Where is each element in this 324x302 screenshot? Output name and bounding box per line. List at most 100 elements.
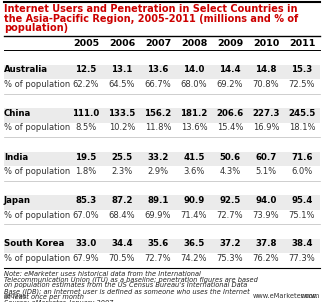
Text: 33.2: 33.2 — [147, 153, 169, 162]
Text: on population estimates from the US Census Bureau's International Data: on population estimates from the US Cens… — [4, 282, 247, 288]
Text: 2.9%: 2.9% — [147, 167, 168, 176]
Text: 2005: 2005 — [73, 40, 99, 49]
Text: 12.5: 12.5 — [75, 66, 97, 75]
Text: 156.2: 156.2 — [145, 109, 172, 118]
Text: 38.4: 38.4 — [291, 239, 313, 249]
Text: 2.3%: 2.3% — [111, 167, 133, 176]
Bar — [4, 239, 320, 253]
Bar — [4, 65, 320, 79]
Text: 72.7%: 72.7% — [145, 254, 171, 263]
Text: Telecommunication Union (ITU) as a baseline; penetration figures are based: Telecommunication Union (ITU) as a basel… — [4, 276, 258, 283]
Text: 66.7%: 66.7% — [145, 80, 171, 89]
Text: % of population: % of population — [4, 124, 70, 133]
Text: 75.3%: 75.3% — [217, 254, 243, 263]
Text: 60.7: 60.7 — [255, 153, 277, 162]
Text: 111.0: 111.0 — [72, 109, 99, 118]
Text: 4.3%: 4.3% — [219, 167, 241, 176]
Text: 94.0: 94.0 — [255, 196, 277, 205]
Text: 74.2%: 74.2% — [181, 254, 207, 263]
Text: Internet Users and Penetration in Select Countries in: Internet Users and Penetration in Select… — [4, 4, 297, 14]
Text: 15.3: 15.3 — [291, 66, 313, 75]
Text: 2006: 2006 — [109, 40, 135, 49]
Text: 72.7%: 72.7% — [217, 210, 243, 220]
Bar — [4, 108, 320, 123]
Bar — [4, 152, 320, 166]
Text: Base (IDB); an Internet user is defined as someone who uses the Internet: Base (IDB); an Internet user is defined … — [4, 288, 250, 294]
Text: 2007: 2007 — [145, 40, 171, 49]
Text: 11.8%: 11.8% — [145, 124, 171, 133]
Text: population): population) — [4, 23, 68, 33]
Text: 206.6: 206.6 — [216, 109, 244, 118]
Text: 2010: 2010 — [253, 40, 279, 49]
Text: the Asia-Pacific Region, 2005-2011 (millions and % of: the Asia-Pacific Region, 2005-2011 (mill… — [4, 14, 298, 24]
Text: Source: eMarketer, January 2007: Source: eMarketer, January 2007 — [4, 300, 113, 302]
Text: 18.1%: 18.1% — [289, 124, 315, 133]
Text: Australia: Australia — [4, 66, 48, 75]
Text: 1.8%: 1.8% — [75, 167, 97, 176]
Text: 62.2%: 62.2% — [73, 80, 99, 89]
Text: 73.9%: 73.9% — [253, 210, 279, 220]
Text: Note: eMarketer uses historical data from the International: Note: eMarketer uses historical data fro… — [4, 271, 201, 277]
Text: India: India — [4, 153, 28, 162]
Text: 33.0: 33.0 — [75, 239, 97, 249]
Text: 25.5: 25.5 — [111, 153, 133, 162]
Text: South Korea: South Korea — [4, 239, 64, 249]
Text: Japan: Japan — [4, 196, 31, 205]
Text: 2009: 2009 — [217, 40, 243, 49]
Text: 50.6: 50.6 — [219, 153, 240, 162]
Text: 71.6: 71.6 — [291, 153, 313, 162]
Text: 92.5: 92.5 — [219, 196, 241, 205]
Text: 89.1: 89.1 — [147, 196, 169, 205]
Text: 227.3: 227.3 — [252, 109, 280, 118]
Text: 67.0%: 67.0% — [73, 210, 99, 220]
Text: China: China — [4, 109, 31, 118]
Text: % of population: % of population — [4, 254, 70, 263]
Text: 67.9%: 67.9% — [73, 254, 99, 263]
Text: 181.2: 181.2 — [180, 109, 208, 118]
Text: 13.6: 13.6 — [147, 66, 169, 75]
Text: 245.5: 245.5 — [288, 109, 316, 118]
Text: 41.5: 41.5 — [183, 153, 205, 162]
Text: 87.2: 87.2 — [111, 196, 133, 205]
Text: 70.8%: 70.8% — [253, 80, 279, 89]
Text: 64.5%: 64.5% — [109, 80, 135, 89]
Text: 080295: 080295 — [4, 294, 28, 299]
Text: 10.2%: 10.2% — [109, 124, 135, 133]
Text: 35.6: 35.6 — [147, 239, 168, 249]
Text: 16.9%: 16.9% — [253, 124, 279, 133]
Text: 6.0%: 6.0% — [291, 167, 313, 176]
Text: 68.4%: 68.4% — [109, 210, 135, 220]
Text: 2011: 2011 — [289, 40, 315, 49]
Text: 71.4%: 71.4% — [181, 210, 207, 220]
Text: 69.9%: 69.9% — [145, 210, 171, 220]
Text: 37.2: 37.2 — [219, 239, 241, 249]
Text: 75.1%: 75.1% — [289, 210, 315, 220]
Text: 14.4: 14.4 — [219, 66, 241, 75]
Text: 3.6%: 3.6% — [183, 167, 205, 176]
Text: 34.4: 34.4 — [111, 239, 133, 249]
Text: 133.5: 133.5 — [108, 109, 136, 118]
Bar — [4, 195, 320, 210]
Text: 77.3%: 77.3% — [289, 254, 315, 263]
Text: 14.0: 14.0 — [183, 66, 205, 75]
Text: 19.5: 19.5 — [75, 153, 97, 162]
Text: 36.5: 36.5 — [183, 239, 205, 249]
Text: 5.1%: 5.1% — [255, 167, 277, 176]
Text: 72.5%: 72.5% — [289, 80, 315, 89]
Text: www.eMarketer.com: www.eMarketer.com — [253, 293, 320, 299]
Text: 15.4%: 15.4% — [217, 124, 243, 133]
Text: 69.2%: 69.2% — [217, 80, 243, 89]
Text: % of population: % of population — [4, 80, 70, 89]
Text: 95.4: 95.4 — [291, 196, 313, 205]
Text: 8.5%: 8.5% — [75, 124, 97, 133]
Text: www.: www. — [300, 293, 318, 299]
Text: % of population: % of population — [4, 210, 70, 220]
Text: % of population: % of population — [4, 167, 70, 176]
Text: 76.2%: 76.2% — [253, 254, 279, 263]
Text: 90.9: 90.9 — [183, 196, 205, 205]
Text: 85.3: 85.3 — [75, 196, 97, 205]
Text: 13.1: 13.1 — [111, 66, 133, 75]
Text: 68.0%: 68.0% — [181, 80, 207, 89]
Text: 37.8: 37.8 — [255, 239, 277, 249]
Text: 13.6%: 13.6% — [181, 124, 207, 133]
